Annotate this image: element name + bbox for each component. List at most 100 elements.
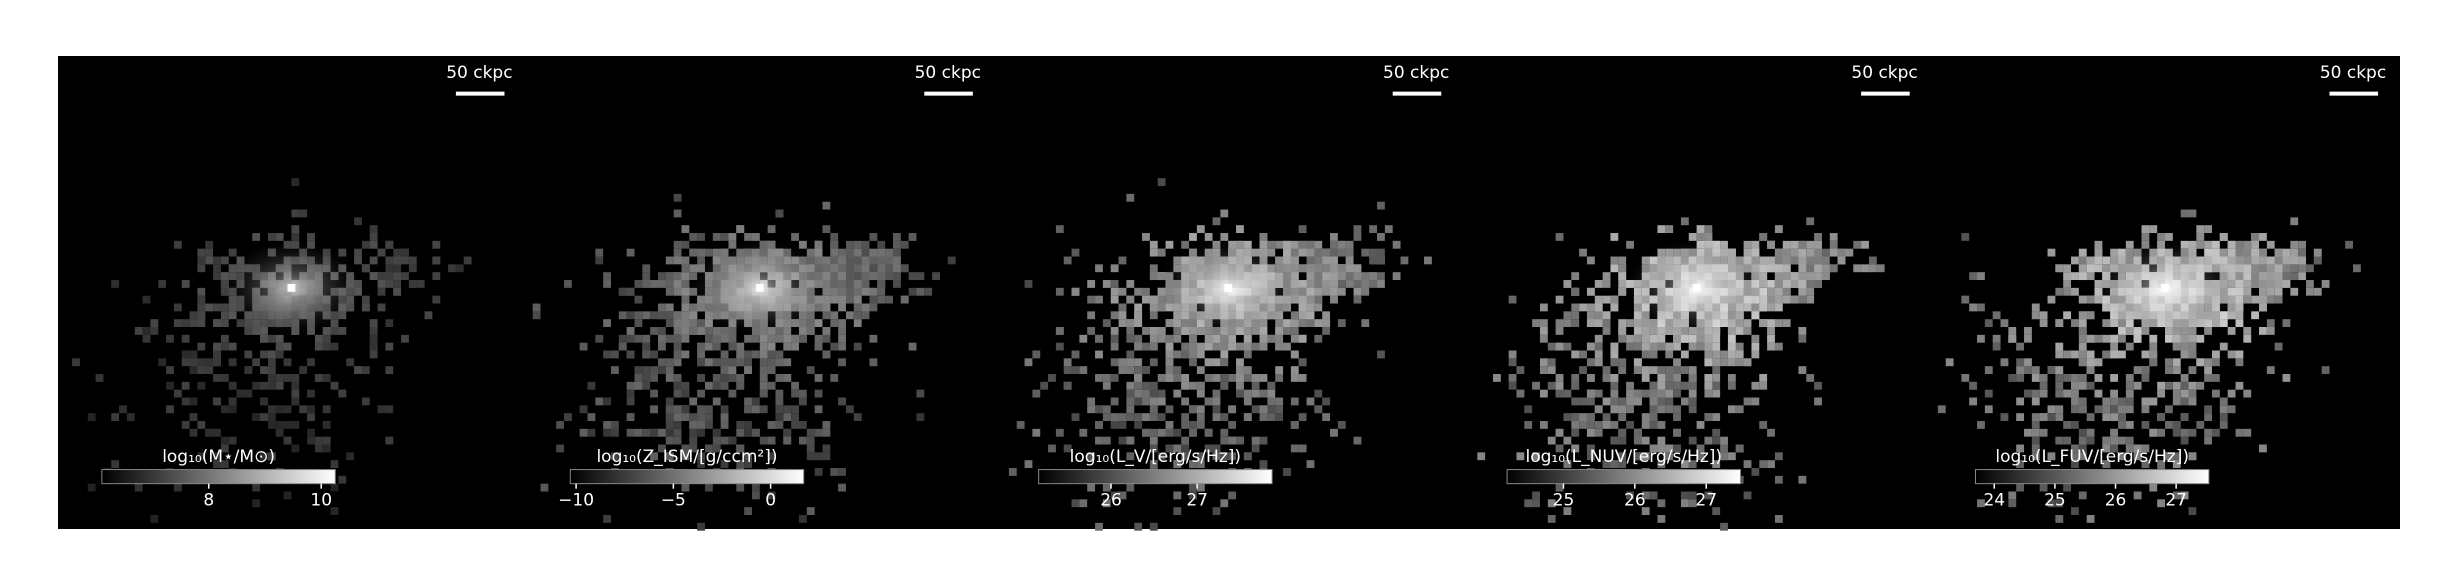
pixel	[213, 428, 221, 437]
pixel	[642, 264, 651, 273]
pixel	[603, 421, 611, 429]
pixel	[1798, 475, 1807, 484]
pixel	[1330, 428, 1338, 437]
pixel	[1751, 248, 1760, 257]
pixel	[1337, 248, 1346, 257]
pixel	[260, 452, 268, 461]
pixel	[1212, 444, 1221, 453]
pixel	[2165, 452, 2173, 461]
pixel	[1673, 381, 1681, 390]
pixel	[1298, 303, 1307, 312]
pixel	[845, 280, 854, 288]
pixel	[1782, 240, 1791, 249]
pixel	[1330, 240, 1338, 249]
pixel	[2125, 397, 2134, 406]
pixel	[1087, 311, 1096, 320]
pixel	[1142, 342, 1150, 351]
pixel	[2235, 428, 2244, 437]
pixel	[1134, 334, 1143, 343]
pixel	[377, 303, 386, 312]
pixel	[783, 413, 792, 422]
pixel	[681, 334, 690, 343]
pixel	[1157, 374, 1166, 382]
pixel	[291, 444, 300, 453]
pixel	[1369, 280, 1378, 288]
pixel	[252, 381, 261, 390]
pixel	[150, 327, 159, 335]
pixel	[736, 381, 745, 390]
pixel	[2172, 428, 2181, 437]
pixel	[1508, 350, 1517, 359]
pixel	[689, 248, 698, 257]
pixel	[665, 280, 674, 288]
pixel	[1571, 350, 1580, 359]
pixel	[1798, 272, 1807, 281]
pixel	[1275, 327, 1284, 335]
pixel	[1774, 475, 1783, 484]
pixel	[1165, 350, 1174, 359]
pixel	[861, 272, 870, 281]
pixel	[283, 358, 292, 367]
pixel	[798, 515, 807, 523]
pixel	[665, 334, 674, 343]
pixel	[853, 413, 862, 422]
pixel	[2063, 374, 2072, 382]
pixel	[361, 295, 370, 304]
pixel	[1400, 256, 1409, 265]
pixel	[2047, 452, 2056, 461]
pixel	[673, 319, 682, 328]
pixel	[1743, 358, 1752, 367]
pixel	[1259, 389, 1268, 398]
pixel	[1110, 358, 1119, 367]
pixel	[1626, 397, 1634, 406]
pixel	[806, 327, 815, 335]
pixel	[1563, 460, 1572, 469]
pixel	[1727, 327, 1736, 335]
pixel	[822, 264, 831, 273]
pixel	[228, 397, 237, 406]
pixel	[283, 421, 292, 429]
pixel	[220, 342, 229, 351]
pixel	[853, 303, 862, 312]
pixel	[2251, 272, 2260, 281]
pixel	[697, 248, 705, 257]
pixel	[689, 233, 698, 241]
pixel	[1259, 240, 1268, 249]
pixel	[1181, 421, 1190, 429]
pixel	[830, 468, 839, 476]
pixel	[2141, 366, 2150, 375]
pixel	[181, 280, 190, 288]
pixel	[563, 413, 572, 422]
pixel	[2212, 428, 2220, 437]
pixel	[1275, 240, 1284, 249]
pixel	[346, 452, 355, 461]
pixel	[220, 303, 229, 312]
pixel	[1657, 389, 1666, 398]
pixel	[728, 374, 737, 382]
pixel	[2102, 405, 2111, 414]
pixel	[1283, 248, 1291, 257]
pixel	[2204, 358, 2213, 367]
pixel	[1165, 240, 1174, 249]
pixel	[751, 491, 760, 500]
pixel	[213, 256, 221, 265]
pixel	[626, 287, 635, 296]
pixel	[1134, 358, 1143, 367]
pixel	[2118, 327, 2126, 335]
pixel	[1095, 436, 1103, 445]
pixel	[142, 334, 151, 343]
pixel	[744, 421, 752, 429]
pixel	[275, 428, 284, 437]
pixel	[2024, 327, 2032, 335]
pixel	[744, 405, 752, 414]
pixel	[869, 264, 878, 273]
pixel	[1110, 295, 1119, 304]
pixel	[1524, 499, 1533, 508]
pixel	[916, 389, 925, 398]
pixel	[697, 452, 705, 461]
pixel	[2047, 295, 2056, 304]
pixel	[2204, 240, 2213, 249]
pixel	[869, 358, 878, 367]
pixel	[1579, 397, 1587, 406]
